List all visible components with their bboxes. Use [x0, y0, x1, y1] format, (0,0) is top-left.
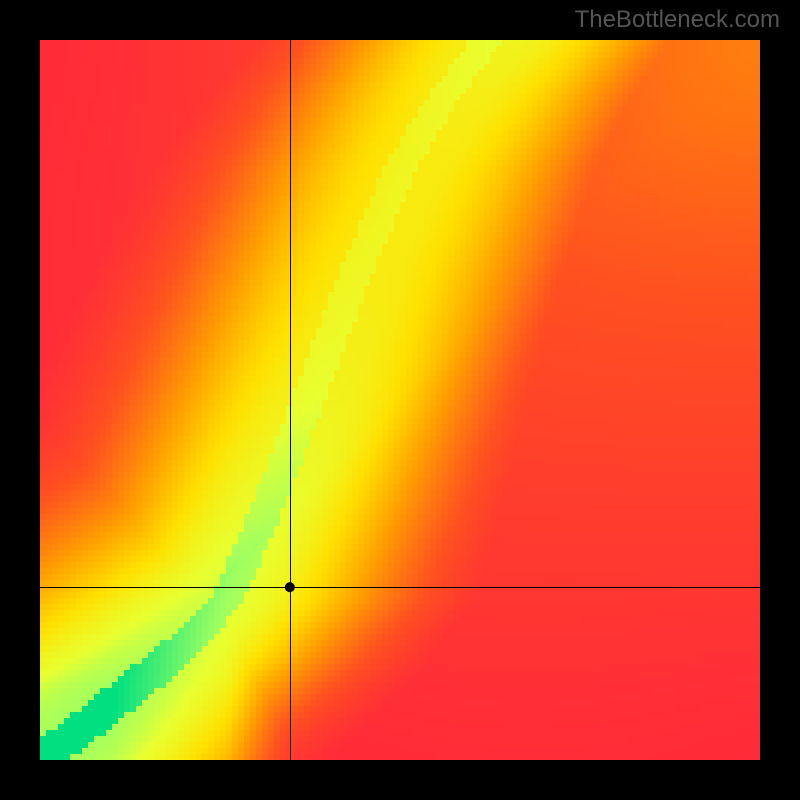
- watermark-text: TheBottleneck.com: [575, 6, 780, 34]
- crosshair-overlay: [40, 40, 760, 760]
